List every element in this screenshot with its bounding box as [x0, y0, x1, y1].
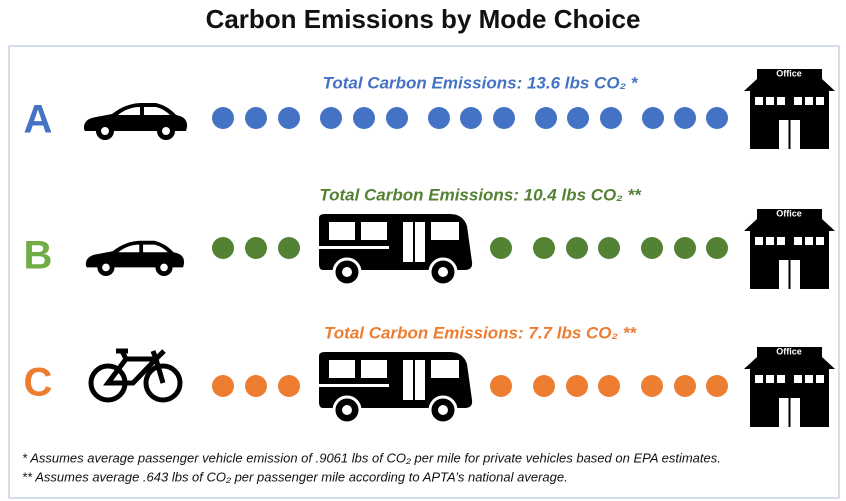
bike-icon	[91, 351, 180, 400]
emission-dot	[245, 107, 267, 129]
emission-dot	[278, 107, 300, 129]
emission-dot	[493, 107, 515, 129]
office-icon	[744, 209, 835, 289]
emission-dot	[674, 107, 696, 129]
frame	[8, 45, 840, 499]
emission-dot	[706, 107, 728, 129]
emission-dot	[566, 375, 588, 397]
emission-dot	[533, 375, 555, 397]
emission-dot	[212, 375, 234, 397]
emissions: Total Carbon Emissions: 10.4 lbs CO₂ **	[319, 185, 642, 204]
emission-dot	[490, 237, 512, 259]
emission-dot	[320, 107, 342, 129]
row-label: B	[24, 234, 53, 278]
car-icon	[83, 103, 188, 140]
emissions: Total Carbon Emissions: 7.7 lbs CO₂ **	[324, 323, 637, 342]
emission-dot	[460, 107, 482, 129]
emission-dot	[598, 237, 620, 259]
bus-icon	[317, 350, 474, 425]
office-icon	[744, 347, 835, 427]
emission-dot	[706, 375, 728, 397]
office-sign: Office	[776, 208, 802, 218]
emission-dot	[245, 237, 267, 259]
emission-dot	[642, 107, 664, 129]
emission-dot	[641, 375, 663, 397]
emission-dot	[490, 375, 512, 397]
office-sign: Office	[776, 346, 802, 356]
bus-icon	[317, 212, 474, 287]
emission-dot	[706, 237, 728, 259]
emission-dot	[212, 107, 234, 129]
emission-dot	[386, 107, 408, 129]
emission-dot	[567, 107, 589, 129]
title: Carbon Emissions by Mode Choice	[206, 4, 641, 34]
emission-dot	[674, 375, 696, 397]
emission-dot	[278, 375, 300, 397]
emission-dot	[353, 107, 375, 129]
row-label: C	[24, 361, 53, 405]
emission-dot	[245, 375, 267, 397]
emissions: Total Carbon Emissions: 13.6 lbs CO₂ *	[323, 73, 639, 92]
emission-dot	[641, 237, 663, 259]
emission-dot	[428, 107, 450, 129]
emission-dot	[600, 107, 622, 129]
emission-dot	[674, 237, 696, 259]
office-sign: Office	[776, 68, 802, 78]
emission-dot	[535, 107, 557, 129]
emission-dot	[598, 375, 620, 397]
row-label: A	[24, 98, 53, 142]
car-icon	[85, 240, 185, 276]
emission-dot	[566, 237, 588, 259]
emission-dot	[212, 237, 234, 259]
office-icon	[744, 69, 835, 149]
emission-dot	[278, 237, 300, 259]
dots	[212, 107, 728, 397]
footnote: ** Assumes average .643 lbs of CO₂ per p…	[22, 469, 568, 484]
emission-dot	[533, 237, 555, 259]
footnote: * Assumes average passenger vehicle emis…	[22, 450, 721, 465]
